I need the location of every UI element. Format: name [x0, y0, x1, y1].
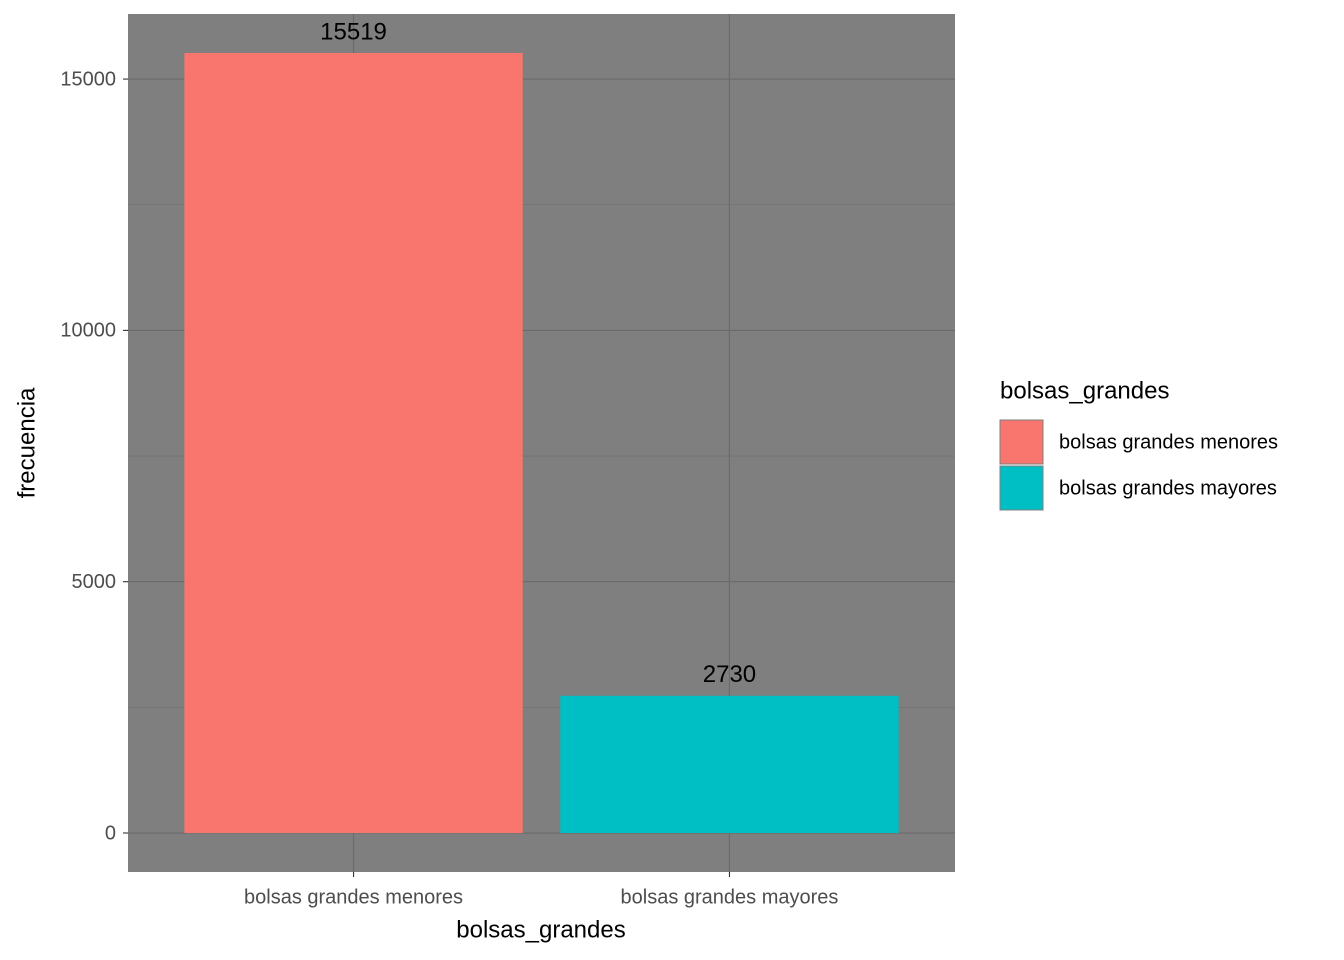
y-tick-label: 5000	[72, 571, 117, 593]
bar	[184, 53, 523, 833]
legend-key	[999, 419, 1044, 465]
bar	[560, 695, 899, 833]
data-label: 2730	[703, 661, 756, 688]
legend-title: bolsas_grandes	[1000, 377, 1169, 404]
x-axis-title: bolsas_grandes	[456, 916, 625, 943]
data-label: 15519	[320, 18, 387, 45]
x-tick-label: bolsas grandes mayores	[621, 886, 839, 908]
legend-key	[999, 465, 1044, 511]
y-axis-title: frecuencia	[13, 387, 40, 498]
legend-label: bolsas grandes mayores	[1059, 477, 1277, 499]
legend-label: bolsas grandes menores	[1059, 431, 1278, 453]
x-tick-label: bolsas grandes menores	[244, 886, 463, 908]
y-tick-label: 10000	[60, 320, 116, 342]
y-tick-label: 0	[105, 822, 116, 844]
y-tick-label: 15000	[60, 68, 116, 90]
